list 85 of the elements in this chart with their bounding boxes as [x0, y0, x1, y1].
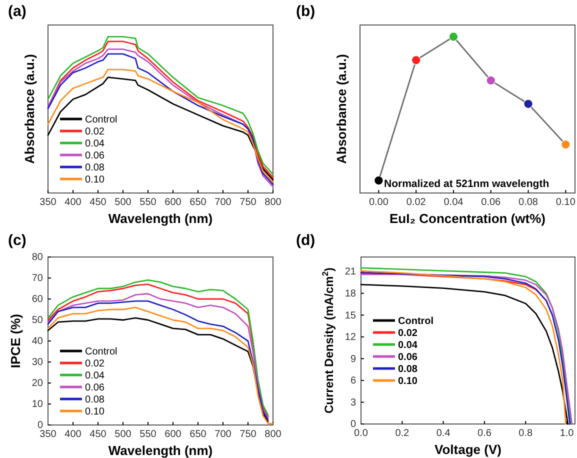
- x-tick-label: 0.4: [436, 428, 451, 440]
- x-tick-label: 550: [140, 197, 157, 208]
- x-tick-label: 1.0: [560, 428, 574, 440]
- legend-label: 0.10: [85, 174, 105, 186]
- point: [411, 56, 421, 65]
- legend-label: 0.06: [85, 150, 105, 162]
- x-tick-label: 800: [264, 429, 282, 440]
- legend-label: 0.04: [85, 370, 105, 382]
- y-tick-label: 15: [344, 310, 356, 322]
- legend-label: 0.10: [85, 406, 105, 418]
- x-tick-label: 500: [114, 429, 132, 440]
- legend-label: 0.08: [398, 364, 418, 375]
- legend-label: 0.04: [398, 340, 418, 351]
- legend-label: 0.08: [85, 162, 105, 174]
- legend-label: Control: [398, 316, 434, 327]
- x-tick-label: 0.8: [518, 428, 533, 440]
- x-axis-title: EuI₂ Concentration (wt%): [390, 211, 546, 226]
- legend-label: 0.02: [85, 358, 105, 370]
- x-tick-label: 350: [40, 197, 57, 208]
- legend-label: 0.06: [398, 352, 418, 363]
- point: [560, 140, 570, 150]
- x-tick-label: 0.08: [518, 197, 538, 208]
- x-tick-label: 400: [64, 197, 82, 208]
- x-tick-label: 600: [164, 429, 182, 440]
- y-tick-label: 3: [350, 397, 356, 408]
- x-tick-label: 550: [140, 429, 157, 440]
- x-tick-label: 0.00: [368, 197, 389, 208]
- x-tick-label: 450: [90, 197, 107, 208]
- y-tick-label: 20: [32, 378, 44, 390]
- point: [486, 76, 496, 86]
- x-tick-label: 450: [90, 429, 107, 440]
- y-tick-label: 0: [350, 419, 356, 430]
- y-tick-label: 40: [32, 336, 44, 348]
- y-tick-label: 80: [32, 252, 44, 264]
- x-axis-title: Wavelength (nm): [108, 211, 213, 226]
- legend-label: 0.02: [85, 126, 105, 138]
- x-axis-title: Voltage (V): [434, 442, 502, 457]
- y-tick-label: 18: [344, 288, 356, 300]
- x-tick-label: 0.10: [556, 197, 576, 208]
- point: [524, 99, 533, 109]
- x-tick-label: 650: [190, 197, 207, 208]
- legend-label: 0.04: [85, 138, 105, 150]
- x-tick-label: 700: [214, 197, 232, 208]
- chart-title: (a): [8, 3, 26, 20]
- x-tick-label: 0.2: [395, 428, 410, 440]
- x-tick-label: 750: [240, 197, 257, 208]
- x-tick-label: 0.02: [406, 197, 426, 208]
- chart-title: (b): [296, 3, 316, 20]
- y-axis-title: Absorbance (a.u.): [334, 54, 349, 164]
- y-tick-label: 70: [32, 273, 44, 284]
- y-tick-label: 30: [32, 357, 44, 368]
- x-tick-label: 400: [64, 429, 82, 440]
- y-tick-label: 12: [344, 332, 356, 344]
- x-tick-label: 0.04: [444, 197, 464, 208]
- chart-title: (c): [8, 232, 26, 249]
- y-tick-label: 21: [344, 266, 356, 278]
- x-tick-label: 350: [40, 429, 57, 440]
- legend-label: Control: [85, 346, 118, 358]
- y-tick-label: 9: [350, 354, 356, 365]
- y-axis-title: Absorbance (a.u.): [22, 54, 37, 164]
- chart-title: (d): [296, 232, 316, 249]
- point: [448, 32, 458, 42]
- x-tick-label: 650: [190, 429, 207, 440]
- legend-label: 0.06: [85, 382, 105, 394]
- x-tick-label: 0.6: [478, 428, 492, 440]
- legend-label: 0.02: [398, 328, 418, 339]
- y-tick-label: 10: [32, 399, 44, 410]
- x-tick-label: 500: [114, 197, 132, 208]
- y-axis-title: IPCE (%): [8, 314, 23, 368]
- y-tick-label: 0: [37, 420, 44, 432]
- x-tick-label: 0.06: [481, 197, 502, 208]
- x-tick-label: 700: [214, 429, 232, 440]
- y-tick-label: 50: [32, 315, 44, 326]
- x-tick-label: 0.0: [354, 428, 368, 440]
- x-tick-label: 750: [240, 429, 257, 440]
- x-tick-label: 600: [164, 197, 182, 208]
- legend-label: Control: [85, 114, 118, 126]
- x-tick-label: 800: [264, 197, 282, 208]
- y-tick-label: 6: [350, 376, 356, 387]
- legend-label: 0.08: [85, 394, 105, 406]
- legend-label: 0.10: [398, 376, 418, 387]
- point: [374, 176, 384, 186]
- y-tick-label: 60: [32, 294, 44, 306]
- x-axis-title: Wavelength (nm): [108, 443, 213, 458]
- annotation: Normalized at 521nm wavelength: [384, 178, 550, 190]
